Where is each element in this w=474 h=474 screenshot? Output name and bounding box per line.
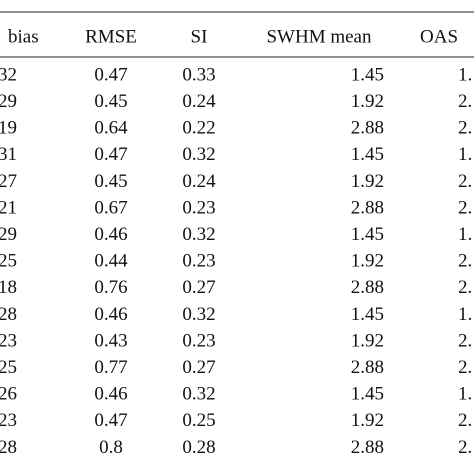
cell: 0.32 <box>182 224 215 245</box>
cell: 2.88 <box>351 277 384 298</box>
cell: 27 <box>0 171 17 192</box>
header-cell: OAS <box>420 26 458 47</box>
cell: 0.45 <box>94 171 127 192</box>
cell: 2. <box>458 437 472 458</box>
cell: 23 <box>0 330 17 351</box>
cell: 2.88 <box>351 118 384 139</box>
cell: 0.23 <box>182 251 215 272</box>
cell: 1. <box>458 64 472 85</box>
cell: 0.46 <box>94 384 127 405</box>
header-cell: bias <box>8 26 39 47</box>
cell: 29 <box>0 91 17 112</box>
cell: 0.23 <box>182 330 215 351</box>
cell: 2. <box>458 410 472 431</box>
cell: 2. <box>458 118 472 139</box>
cell: 0.32 <box>182 304 215 325</box>
cell: 2. <box>458 330 472 351</box>
cell: 0.27 <box>182 357 215 378</box>
cell: 0.32 <box>182 144 215 165</box>
cell: 0.24 <box>182 171 216 192</box>
cell: 0.44 <box>94 251 128 272</box>
cell: 1. <box>458 144 472 165</box>
header-cell: SWHM mean <box>266 26 372 47</box>
cell: 0.47 <box>94 64 127 85</box>
cell: 0.77 <box>94 357 127 378</box>
cell: 28 <box>0 437 17 458</box>
cell: 19 <box>0 118 17 139</box>
cell: 2. <box>458 251 472 272</box>
cell: 1.45 <box>351 304 384 325</box>
cell: 0.47 <box>94 410 127 431</box>
cell: 0.67 <box>94 197 127 218</box>
cell: 0.64 <box>94 118 128 139</box>
cell: 2. <box>458 277 472 298</box>
cell: 0.46 <box>94 304 127 325</box>
cell: 1. <box>458 384 472 405</box>
cell: 1.45 <box>351 64 384 85</box>
cell: 1.92 <box>351 410 384 431</box>
cell: 23 <box>0 410 17 431</box>
cell: 2. <box>458 91 472 112</box>
cell: 2. <box>458 171 472 192</box>
cell: 2. <box>458 197 472 218</box>
cell: 0.32 <box>182 384 215 405</box>
cell: 26 <box>0 384 17 405</box>
cell: 1.45 <box>351 144 384 165</box>
cell: 0.28 <box>182 437 215 458</box>
cell: 0.25 <box>182 410 215 431</box>
cell: 2.88 <box>351 197 384 218</box>
cell: 1.45 <box>351 384 384 405</box>
cell: 0.46 <box>94 224 127 245</box>
header-cell: RMSE <box>85 26 137 47</box>
cell: 1.92 <box>351 330 384 351</box>
cell: 2.88 <box>351 437 384 458</box>
cell: 25 <box>0 251 17 272</box>
cell: 18 <box>0 277 17 298</box>
cell: 0.8 <box>99 437 123 458</box>
cell: 28 <box>0 304 17 325</box>
cell: 1. <box>458 304 472 325</box>
cell: 25 <box>0 357 17 378</box>
cell: 29 <box>0 224 17 245</box>
cell: 32 <box>0 64 17 85</box>
cell: 0.76 <box>94 277 127 298</box>
cell: 1.92 <box>351 171 384 192</box>
cell: 1. <box>458 224 472 245</box>
cell: 0.47 <box>94 144 127 165</box>
cell: 1.45 <box>351 224 384 245</box>
cell: 0.33 <box>182 64 215 85</box>
cell: 0.43 <box>94 330 127 351</box>
cell: 1.92 <box>351 251 384 272</box>
cell: 31 <box>0 144 17 165</box>
header-cell: SI <box>191 26 208 47</box>
cell: 0.27 <box>182 277 215 298</box>
cell: 1.92 <box>351 91 384 112</box>
cell: 0.24 <box>182 91 216 112</box>
cell: 0.22 <box>182 118 215 139</box>
cell: 2. <box>458 357 472 378</box>
cell: 21 <box>0 197 17 218</box>
cell: 2.88 <box>351 357 384 378</box>
cell: 0.23 <box>182 197 215 218</box>
cell: 0.45 <box>94 91 127 112</box>
